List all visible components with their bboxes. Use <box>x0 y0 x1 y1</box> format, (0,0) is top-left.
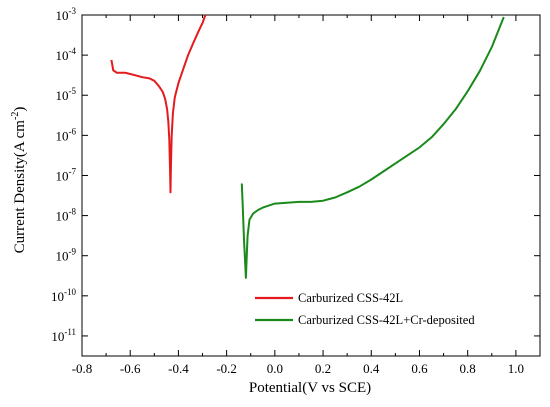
x-tick-label: -0.4 <box>168 361 189 376</box>
y-tick-label: 10-3 <box>56 6 77 23</box>
x-tick-label: 0.6 <box>411 361 428 376</box>
legend-label-series-1: Carburized CSS-42L <box>298 291 403 305</box>
y-axis-title: Current Density(A cm-2) <box>10 107 28 254</box>
y-axis-title-main: Current Density(A cm <box>12 120 28 254</box>
y-axis-title-superscript: -2 <box>10 112 21 120</box>
legend: Carburized CSS-42L Carburized CSS-42L+Cr… <box>255 291 475 327</box>
x-tick-label: -0.8 <box>72 361 93 376</box>
x-tick-label: 0.4 <box>363 361 380 376</box>
y-tick-label: 10-8 <box>56 207 77 224</box>
legend-label-series-2: Carburized CSS-42L+Cr-deposited <box>298 313 475 327</box>
series-layer <box>110 14 505 279</box>
y-axis-ticks: 10-3 10-4 10-5 10-6 10-7 10-8 10-9 10-10 10-11 <box>51 6 540 344</box>
series-line-1 <box>110 14 207 194</box>
x-tick-label: 0.0 <box>267 361 283 376</box>
y-tick-label: 10-11 <box>51 327 76 344</box>
y-tick-label: 10-10 <box>51 287 76 304</box>
x-axis-ticks: -0.8 -0.6 -0.4 -0.2 0.0 0.2 0.4 0.6 0.8 1.0 <box>72 15 524 376</box>
y-tick-label: 10-9 <box>56 247 77 264</box>
x-tick-label: 1.0 <box>508 361 524 376</box>
y-tick-label: 10-7 <box>56 166 77 183</box>
plot-frame <box>81 14 541 357</box>
y-tick-label: 10-4 <box>56 46 77 63</box>
y-tick-label: 10-5 <box>56 86 77 103</box>
x-tick-label: 0.2 <box>315 361 331 376</box>
y-tick-label: 10-6 <box>56 126 77 143</box>
series-line-2 <box>240 16 505 279</box>
x-tick-label: -0.2 <box>216 361 237 376</box>
x-tick-label: -0.6 <box>120 361 141 376</box>
y-axis-title-close: ) <box>12 107 28 112</box>
x-axis-title: Potential(V vs SCE) <box>249 380 371 396</box>
x-tick-label: 0.8 <box>460 361 476 376</box>
